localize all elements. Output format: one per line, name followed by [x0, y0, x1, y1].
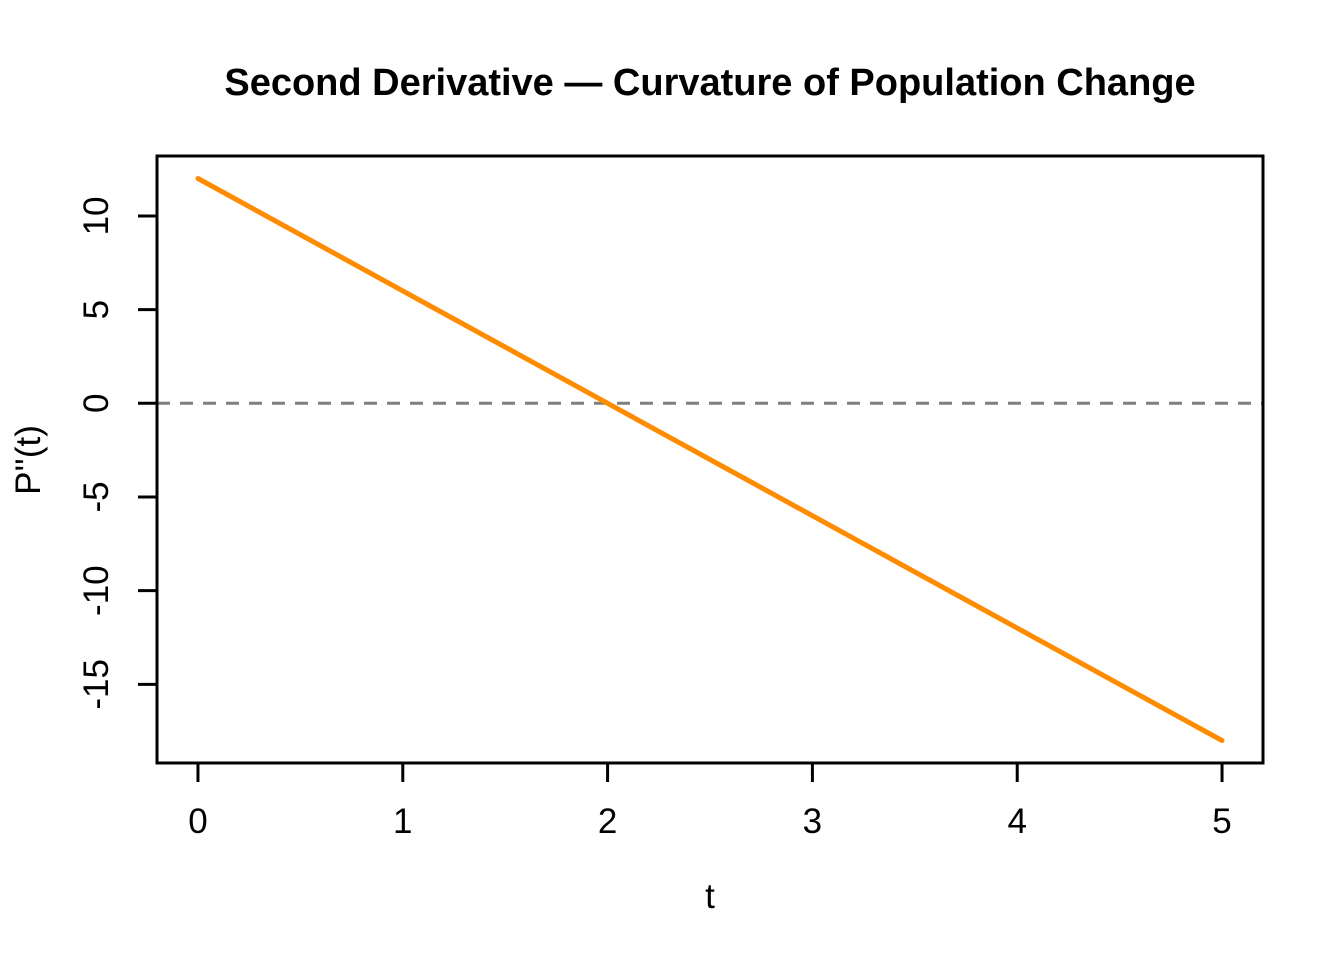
x-axis: 0 1 2 3 4 5: [188, 763, 1232, 841]
x-tick-label: 3: [803, 802, 822, 841]
y-tick-label: -15: [77, 659, 116, 710]
chart-title: Second Derivative — Curvature of Populat…: [224, 62, 1195, 104]
y-tick-label: -5: [77, 481, 116, 512]
plot-box: [155, 154, 1265, 765]
x-tick-label: 2: [598, 802, 617, 841]
x-axis-label: t: [705, 877, 715, 916]
x-tick-label: 4: [1007, 802, 1026, 841]
y-axis-label: P''(t): [9, 425, 48, 495]
y-tick-label: 5: [77, 300, 116, 319]
y-tick-label: 10: [77, 196, 116, 235]
x-tick-label: 0: [188, 802, 207, 841]
y-tick-label: -10: [77, 565, 116, 616]
series-line: [195, 176, 1225, 743]
x-tick-label: 1: [393, 802, 412, 841]
y-axis: -15 -10 -5 0 5 10: [77, 196, 157, 710]
x-tick-label: 5: [1212, 802, 1231, 841]
y-tick-label: 0: [77, 394, 116, 413]
